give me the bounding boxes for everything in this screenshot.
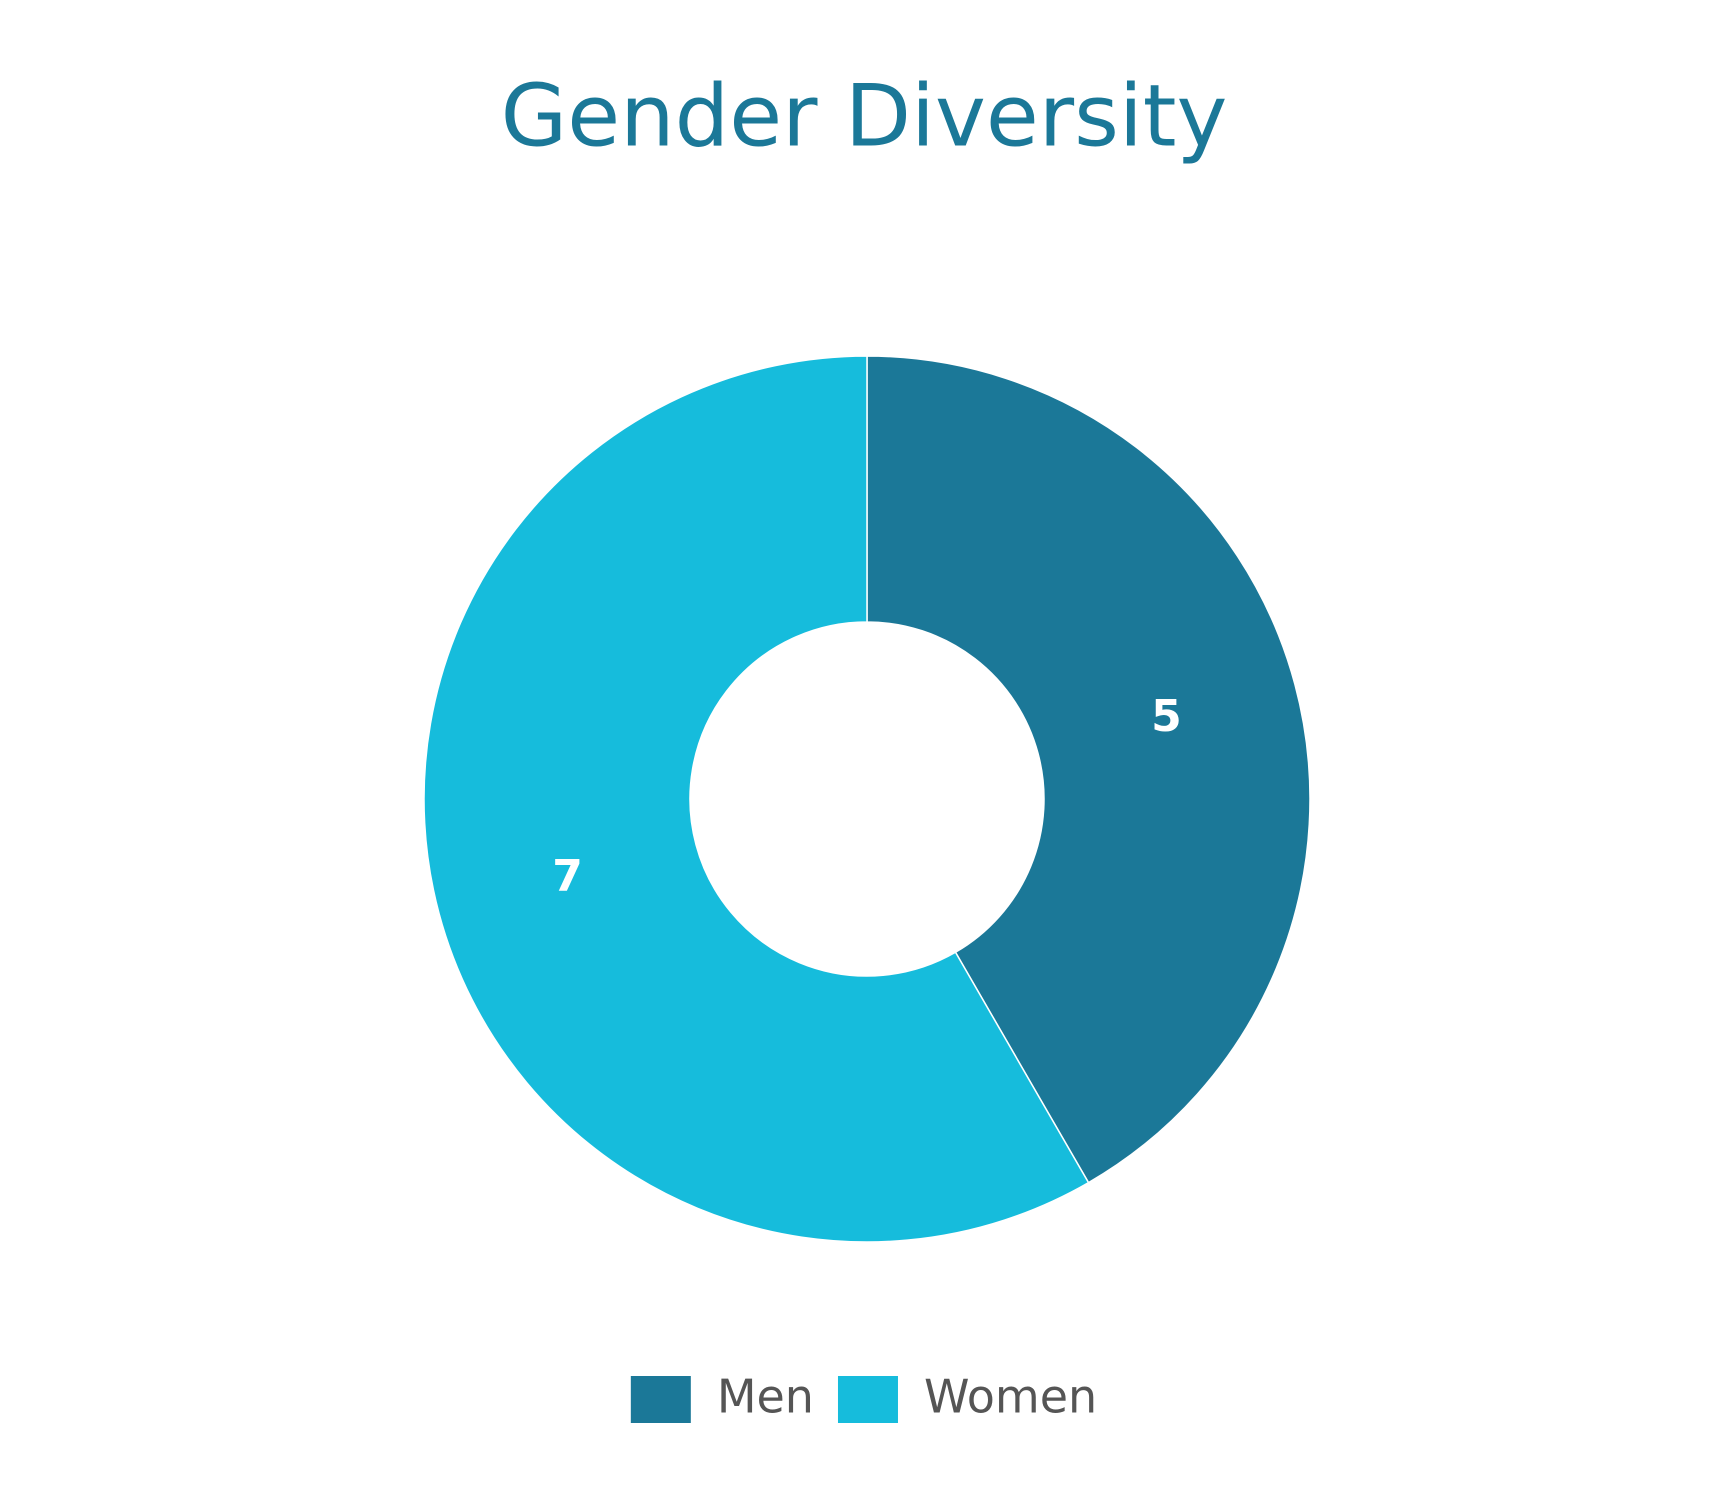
- legend-label: Men: [717, 1370, 814, 1424]
- slice: [866, 355, 1311, 1184]
- value-label: 5: [1151, 691, 1182, 742]
- legend-swatch: [837, 1376, 898, 1423]
- slice: [423, 355, 1090, 1243]
- legend-swatch: [630, 1376, 691, 1423]
- value-label: 7: [552, 851, 583, 902]
- legend-label: Women: [924, 1370, 1097, 1424]
- chart-title: Gender Diversity: [501, 66, 1228, 166]
